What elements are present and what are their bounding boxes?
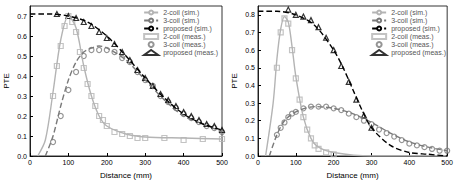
svg-text:400: 400 bbox=[403, 159, 415, 166]
svg-text:200: 200 bbox=[101, 159, 113, 166]
svg-text:0.7: 0.7 bbox=[245, 29, 255, 36]
svg-text:2-coil (meas.): 2-coil (meas.) bbox=[163, 33, 205, 41]
svg-text:3-coil (sim.): 3-coil (sim.) bbox=[391, 17, 427, 25]
svg-text:0.4: 0.4 bbox=[17, 73, 27, 80]
svg-text:100: 100 bbox=[63, 159, 75, 166]
svg-text:0.5: 0.5 bbox=[17, 53, 27, 60]
svg-text:0.8: 0.8 bbox=[245, 11, 255, 18]
svg-text:0.3: 0.3 bbox=[17, 93, 27, 100]
svg-text:PTE: PTE bbox=[2, 73, 11, 89]
svg-text:0.5: 0.5 bbox=[245, 64, 255, 71]
svg-text:0.2: 0.2 bbox=[245, 117, 255, 124]
svg-text:0.7: 0.7 bbox=[17, 13, 27, 20]
svg-text:0.3: 0.3 bbox=[245, 100, 255, 107]
svg-text:0.0: 0.0 bbox=[17, 153, 27, 160]
svg-text:3-coil (meas.): 3-coil (meas.) bbox=[163, 41, 205, 49]
svg-text:0.4: 0.4 bbox=[245, 82, 255, 89]
svg-text:proposed (sim.): proposed (sim.) bbox=[391, 25, 440, 33]
svg-text:3-coil (meas.): 3-coil (meas.) bbox=[391, 41, 433, 49]
svg-text:3-coil (sim.): 3-coil (sim.) bbox=[163, 17, 199, 25]
svg-text:100: 100 bbox=[290, 159, 302, 166]
svg-text:proposed (sim.): proposed (sim.) bbox=[163, 25, 212, 33]
svg-text:0.1: 0.1 bbox=[245, 135, 255, 142]
svg-text:300: 300 bbox=[139, 159, 151, 166]
svg-text:proposed (meas.): proposed (meas.) bbox=[391, 49, 446, 57]
svg-text:0.6: 0.6 bbox=[245, 47, 255, 54]
svg-text:300: 300 bbox=[366, 159, 378, 166]
svg-text:Distance (mm): Distance (mm) bbox=[327, 171, 379, 180]
svg-text:PTE: PTE bbox=[230, 73, 239, 89]
svg-text:0.2: 0.2 bbox=[17, 113, 27, 120]
svg-text:500: 500 bbox=[216, 159, 228, 166]
svg-text:400: 400 bbox=[178, 159, 190, 166]
svg-text:0: 0 bbox=[256, 159, 260, 166]
svg-text:proposed (meas.): proposed (meas.) bbox=[163, 49, 218, 57]
svg-text:0.1: 0.1 bbox=[17, 133, 27, 140]
svg-text:2-coil (meas.): 2-coil (meas.) bbox=[391, 33, 433, 41]
svg-text:2-coil (sim.): 2-coil (sim.) bbox=[391, 9, 427, 17]
svg-text:0.0: 0.0 bbox=[245, 153, 255, 160]
svg-text:Distance (mm): Distance (mm) bbox=[100, 171, 152, 180]
svg-text:2-coil (sim.): 2-coil (sim.) bbox=[163, 9, 199, 17]
svg-text:0.6: 0.6 bbox=[17, 33, 27, 40]
svg-text:500: 500 bbox=[441, 159, 453, 166]
svg-text:0: 0 bbox=[28, 159, 32, 166]
svg-text:200: 200 bbox=[328, 159, 340, 166]
